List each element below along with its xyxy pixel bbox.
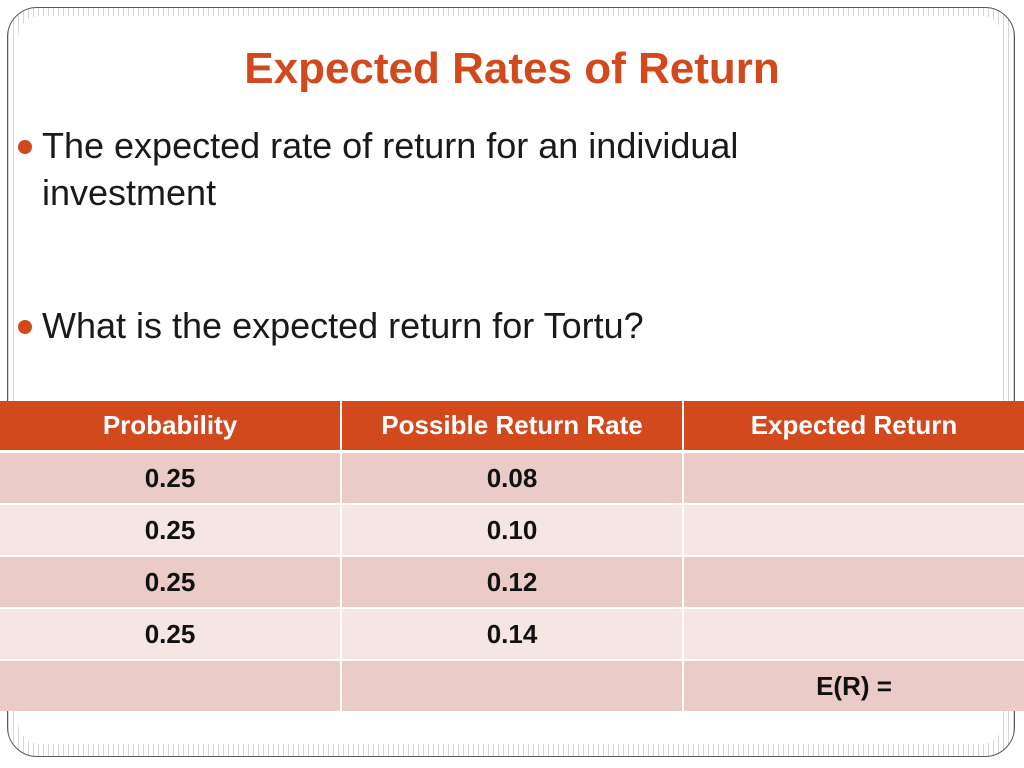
bullet-item: What is the expected return for Tortu?	[18, 302, 902, 349]
expected-return-cell	[682, 607, 1024, 660]
slide-title: Expected Rates of Return	[244, 44, 780, 93]
bullet-text: What is the expected return for Tortu?	[42, 305, 644, 346]
header-possible-return-rate: Possible Return Rate	[340, 401, 683, 453]
return-rate-cell	[340, 659, 683, 711]
return-rate-cell: 0.14	[340, 607, 683, 660]
table-row: 0.25 0.10	[0, 503, 1024, 556]
expected-return-cell	[682, 555, 1024, 608]
probability-cell: 0.25	[0, 607, 341, 660]
probability-cell: 0.25	[0, 503, 341, 556]
return-rate-cell: 0.08	[340, 450, 683, 504]
header-probability: Probability	[0, 401, 341, 453]
probability-cell: 0.25	[0, 450, 341, 504]
table-header-row: Probability Possible Return Rate Expecte…	[0, 401, 1024, 453]
bullet-item: The expected rate of return for an indiv…	[18, 122, 902, 216]
bullet-text: The expected rate of return for an indiv…	[42, 125, 739, 213]
probability-cell: 0.25	[0, 555, 341, 608]
table-row: 0.25 0.14	[0, 607, 1024, 660]
table-row: 0.25 0.12	[0, 555, 1024, 608]
table-row-total: E(R) =	[0, 659, 1024, 711]
probability-cell	[0, 659, 341, 711]
header-expected-return: Expected Return	[682, 401, 1024, 453]
expected-return-cell	[682, 503, 1024, 556]
expected-return-table: Probability Possible Return Rate Expecte…	[0, 401, 1024, 711]
expected-return-cell	[682, 450, 1024, 504]
bullet-dot-icon	[18, 320, 32, 334]
bullet-dot-icon	[18, 140, 32, 154]
table-row: 0.25 0.08	[0, 450, 1024, 504]
expected-return-total-cell: E(R) =	[682, 659, 1024, 711]
return-rate-cell: 0.12	[340, 555, 683, 608]
return-rate-cell: 0.10	[340, 503, 683, 556]
